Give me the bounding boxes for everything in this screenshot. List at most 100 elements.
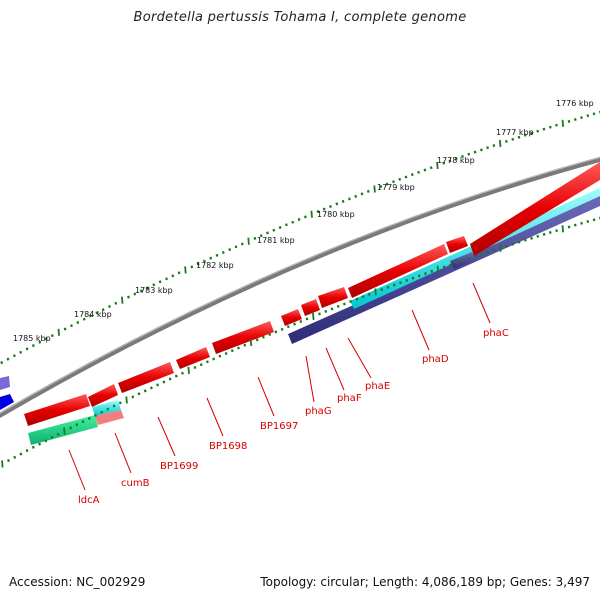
outer-minor-tick bbox=[272, 228, 276, 232]
inner-minor-tick bbox=[156, 383, 159, 387]
inner-minor-tick bbox=[386, 285, 390, 289]
inner-minor-tick bbox=[349, 300, 352, 303]
outer-minor-tick bbox=[82, 317, 86, 321]
outer-minor-tick bbox=[410, 173, 414, 177]
outer-minor-tick bbox=[536, 129, 540, 133]
gene-phaD-red bbox=[348, 244, 448, 298]
outer-minor-tick bbox=[398, 177, 402, 181]
inner-major-tick bbox=[249, 338, 253, 347]
kbp-label-1783: 1783 kbp bbox=[135, 286, 173, 295]
inner-minor-tick bbox=[417, 274, 421, 278]
inner-minor-tick bbox=[56, 432, 60, 436]
gene-label-phaE: phaE bbox=[365, 381, 390, 392]
outer-minor-tick bbox=[291, 220, 295, 224]
inner-minor-tick bbox=[237, 346, 240, 350]
gene-cumB-cyan bbox=[92, 400, 121, 416]
inner-minor-tick bbox=[81, 420, 85, 424]
inner-minor-tick bbox=[181, 371, 184, 375]
gene-navy-track bbox=[288, 196, 600, 344]
inner-minor-tick bbox=[75, 423, 79, 427]
outer-minor-tick bbox=[517, 135, 521, 139]
inner-minor-tick bbox=[168, 377, 172, 381]
inner-minor-tick bbox=[100, 410, 104, 414]
inner-major-tick bbox=[374, 288, 377, 296]
outer-minor-tick bbox=[203, 259, 206, 263]
outer-minor-tick bbox=[6, 357, 10, 361]
inner-minor-tick bbox=[442, 265, 446, 269]
leader-phaF bbox=[325, 347, 345, 391]
outer-major-tick bbox=[499, 139, 502, 148]
inner-minor-tick bbox=[112, 404, 116, 408]
outer-minor-tick bbox=[392, 180, 395, 184]
inner-minor-tick bbox=[69, 426, 72, 430]
outer-minor-tick bbox=[234, 245, 238, 249]
inner-minor-tick bbox=[137, 392, 141, 396]
inner-minor-tick bbox=[548, 231, 552, 234]
inner-minor-tick bbox=[318, 312, 321, 316]
inner-minor-tick bbox=[293, 322, 296, 326]
map-title: Bordetella pertussis Tohama I, complete … bbox=[133, 10, 467, 25]
gene-long-red bbox=[470, 162, 600, 256]
leader-BP1698 bbox=[206, 397, 224, 437]
outer-minor-tick bbox=[285, 223, 288, 227]
kbp-label-1776: 1776 kbp bbox=[556, 99, 594, 108]
inner-minor-tick bbox=[25, 449, 29, 453]
inner-minor-tick bbox=[106, 407, 110, 411]
outer-minor-tick bbox=[523, 133, 527, 137]
outer-minor-tick bbox=[146, 286, 149, 290]
outer-minor-tick bbox=[454, 157, 458, 161]
outer-minor-tick bbox=[253, 236, 257, 240]
gene-label-ldcA: ldcA bbox=[78, 495, 100, 506]
outer-minor-tick bbox=[492, 144, 496, 148]
outer-minor-tick bbox=[127, 295, 130, 299]
outer-minor-tick bbox=[228, 248, 232, 252]
outer-minor-tick bbox=[165, 277, 168, 281]
gene-BP1697 bbox=[212, 321, 274, 354]
gene-cumB-pink bbox=[95, 410, 124, 425]
genome-backbone-highlight bbox=[0, 156, 600, 414]
outer-major-tick bbox=[57, 328, 60, 336]
inner-minor-tick bbox=[280, 327, 284, 331]
outer-minor-tick bbox=[25, 347, 29, 351]
outer-minor-tick bbox=[108, 305, 111, 308]
outer-minor-tick bbox=[567, 119, 571, 123]
outer-minor-tick bbox=[511, 137, 515, 141]
outer-minor-tick bbox=[379, 185, 383, 188]
leader-ldcA bbox=[68, 449, 86, 491]
kbp-label-1782: 1782 kbp bbox=[196, 261, 234, 270]
outer-minor-tick bbox=[44, 337, 48, 341]
inner-minor-tick bbox=[336, 304, 340, 308]
outer-minor-tick bbox=[480, 148, 483, 152]
inner-minor-tick bbox=[255, 338, 259, 342]
outer-minor-tick bbox=[316, 210, 320, 214]
kbp-label-1778: 1778 kbp bbox=[437, 156, 475, 165]
gene-label-phaF: phaF bbox=[337, 393, 362, 404]
inner-minor-tick bbox=[199, 363, 203, 367]
outer-minor-tick bbox=[266, 231, 269, 235]
gene-phaE-red bbox=[318, 287, 348, 308]
outer-minor-tick bbox=[76, 321, 80, 324]
inner-minor-tick bbox=[268, 333, 272, 336]
gene-BP1699 bbox=[118, 362, 174, 393]
inner-tick-scale bbox=[1, 216, 600, 468]
inner-minor-tick bbox=[361, 295, 365, 299]
outer-minor-tick bbox=[385, 182, 389, 186]
gene-label-phaD: phaD bbox=[422, 354, 449, 365]
outer-minor-tick bbox=[152, 283, 156, 287]
outer-minor-tick bbox=[486, 146, 489, 150]
inner-minor-tick bbox=[212, 357, 215, 361]
outer-minor-tick bbox=[101, 308, 105, 312]
outer-minor-tick bbox=[404, 175, 408, 179]
inner-minor-tick bbox=[517, 240, 521, 244]
outer-minor-tick bbox=[190, 265, 194, 269]
inner-minor-tick bbox=[262, 335, 265, 339]
gene-cumB-red bbox=[88, 384, 118, 407]
outer-major-tick bbox=[247, 237, 250, 245]
outer-major-tick bbox=[373, 185, 376, 193]
inner-minor-tick bbox=[19, 452, 23, 456]
outer-minor-tick bbox=[177, 271, 181, 275]
outer-minor-tick bbox=[354, 194, 358, 198]
inner-minor-tick bbox=[193, 366, 197, 369]
inner-major-tick bbox=[436, 265, 440, 273]
outer-minor-tick bbox=[592, 112, 596, 116]
